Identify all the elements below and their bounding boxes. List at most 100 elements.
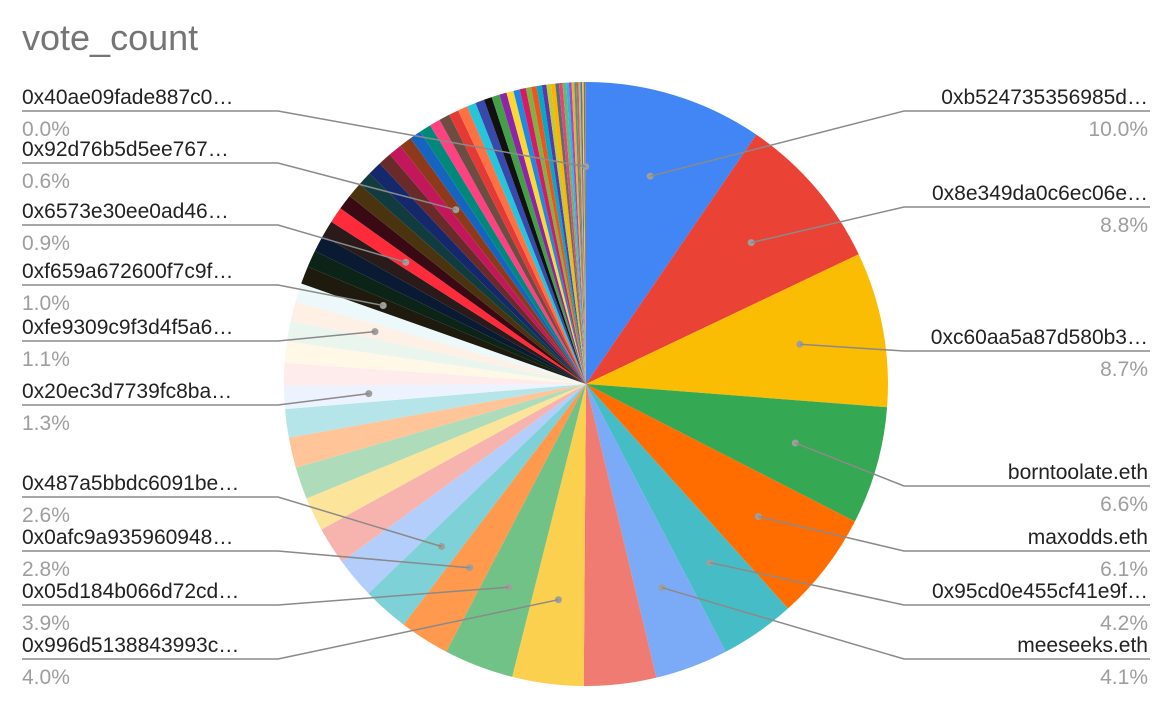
pie-slice [586, 254, 888, 408]
slice-labels: 0xb524735356985d… 10.0% 0x8e349da0c6ec06e…… [22, 86, 1148, 689]
slice-percent: 6.6% [1100, 493, 1148, 516]
slice-label: 0xc60aa5a87d580b3… [931, 326, 1148, 349]
slice-percent: 8.7% [1100, 358, 1148, 381]
pie-slice [571, 82, 586, 384]
slice-percent: 1.3% [22, 412, 70, 435]
pie-slice [586, 384, 788, 652]
leader-line [22, 110, 586, 168]
leader-line [22, 330, 376, 342]
slice-percent: 2.6% [22, 504, 70, 527]
slice-percent: 8.8% [1100, 214, 1148, 237]
pie-slice [512, 384, 586, 686]
pie-slice [340, 196, 586, 384]
slice-label: 0x95cd0e455cf41e9f… [932, 580, 1148, 603]
pie-slice [519, 88, 586, 384]
slice-label: 0x6573e30ee0ad46… [22, 200, 229, 223]
pie-slice [467, 102, 586, 384]
slice-label: meeseeks.eth [1017, 634, 1148, 657]
leader-line [22, 598, 559, 660]
pie-slice [400, 138, 586, 384]
pie-slice [283, 362, 586, 386]
pie-slice [506, 90, 586, 384]
pie-slice [483, 97, 586, 384]
pie-slice [368, 384, 586, 625]
slice-percent: 10.0% [1088, 118, 1148, 141]
pie-slice [585, 81, 586, 384]
pie-slice [499, 92, 586, 385]
pie-slice [322, 221, 586, 384]
leader-line [22, 586, 509, 606]
pie-slice [541, 84, 586, 385]
pie-slices [283, 81, 888, 686]
pie-slice [420, 125, 586, 384]
pie-slice [562, 82, 586, 384]
pie-slice [586, 82, 757, 384]
pie-slice [284, 384, 586, 410]
pie-slice [583, 384, 657, 686]
pie-slice [287, 320, 586, 384]
pie-slice [576, 82, 586, 384]
leader-line [22, 162, 457, 211]
pie-slice [288, 384, 586, 468]
slice-label: 0xb524735356985d… [941, 86, 1148, 109]
pie-slice [446, 384, 586, 677]
slice-label: 0x0afc9a935960948… [22, 526, 233, 549]
pie-slice [290, 301, 586, 384]
pie-slice [555, 83, 586, 384]
leader-line [799, 343, 1150, 352]
slice-percent: 4.1% [1100, 666, 1148, 689]
leader-line [22, 496, 442, 548]
pie-slice [475, 99, 586, 384]
slice-percent: 6.1% [1100, 558, 1148, 581]
pie-slice [458, 106, 586, 385]
pie-slice [430, 119, 586, 385]
pie-slice [513, 89, 586, 384]
pie-slice [586, 384, 888, 522]
leader-line [661, 586, 1150, 660]
pie-slice [546, 84, 586, 384]
pie-slice [582, 82, 586, 384]
pie-slice [285, 384, 586, 438]
pie-slice [550, 83, 586, 384]
slice-label: 0x8e349da0c6ec06e… [932, 182, 1148, 205]
slice-percent: 1.0% [22, 292, 70, 315]
pie-slice [306, 384, 586, 530]
pie-slice [580, 82, 586, 385]
slice-label: 0x05d184b066d72cd… [22, 580, 239, 603]
leader-line [709, 561, 1150, 606]
leader-lines [22, 110, 1150, 660]
slice-label: 0xf659a672600f7c9f… [22, 260, 233, 283]
slice-label: 0x20ec3d7739fc8ba… [22, 380, 232, 403]
leader-line [650, 110, 1150, 177]
slice-label: 0x92d76b5d5ee767… [22, 138, 229, 161]
pie-slice [410, 131, 586, 384]
leader-line [22, 550, 470, 569]
leader-line [22, 224, 407, 264]
pie-slice [321, 384, 586, 562]
pie-slice [525, 87, 586, 384]
pie-slice [583, 82, 586, 384]
slice-label: 0x40ae09fade887c0… [22, 86, 233, 109]
pie-slice [295, 283, 586, 384]
pie-slice [586, 384, 855, 609]
pie-slice [331, 208, 586, 384]
slice-label: maxodds.eth [1028, 526, 1148, 549]
pie-slice [439, 114, 586, 385]
pie-slice [369, 163, 586, 384]
pie-slice [295, 384, 586, 499]
slice-label: borntoolate.eth [1008, 461, 1148, 484]
slice-percent: 0.9% [22, 232, 70, 255]
pie-slice [578, 82, 586, 385]
slice-percent: 4.0% [22, 666, 70, 689]
pie-slice [574, 82, 586, 385]
pie-slice [359, 173, 586, 384]
pie-slice [314, 235, 586, 384]
pie-slice [403, 384, 586, 652]
chart-title: vote_count [22, 17, 198, 58]
slice-percent: 0.0% [22, 118, 70, 141]
slice-label: 0xfe9309c9f3d4f5a6… [22, 316, 233, 339]
leader-line [751, 206, 1150, 244]
leader-line [795, 442, 1150, 487]
slice-label: 0x487a5bbdc6091be… [22, 472, 239, 495]
